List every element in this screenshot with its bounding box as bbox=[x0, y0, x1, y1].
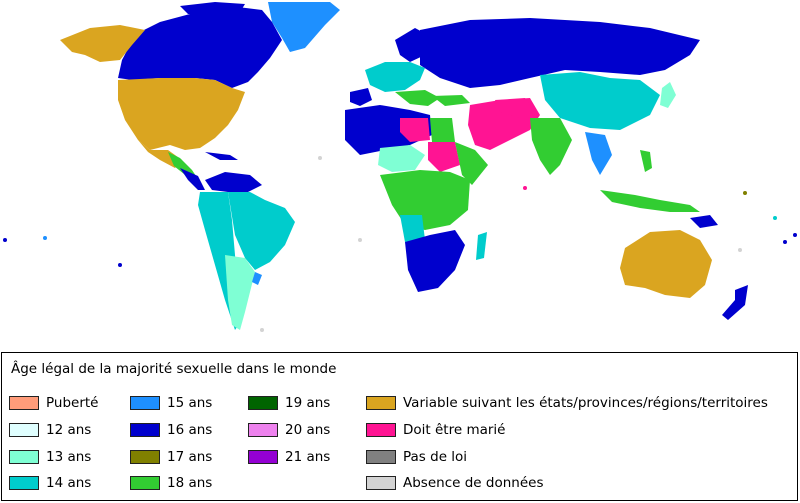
region-papua bbox=[690, 215, 718, 228]
region-madagascar bbox=[476, 232, 487, 260]
region-cuba bbox=[205, 152, 238, 160]
region-libya bbox=[400, 118, 430, 142]
legend-swatch bbox=[9, 423, 39, 437]
island-dot bbox=[793, 233, 797, 237]
region-sahel bbox=[378, 145, 425, 172]
island-dot bbox=[738, 248, 742, 252]
region-greenland bbox=[268, 2, 340, 52]
legend-label: 20 ans bbox=[285, 422, 331, 438]
region-egypt bbox=[430, 118, 455, 142]
legend-swatch bbox=[366, 450, 396, 464]
island-dot bbox=[523, 186, 527, 190]
legend-swatch bbox=[130, 450, 160, 464]
island-dot bbox=[358, 238, 362, 242]
legend-item: 12 ans bbox=[9, 422, 91, 438]
legend-item: 20 ans bbox=[248, 422, 330, 438]
legend-label: Variable suivant les états/provinces/rég… bbox=[403, 395, 768, 411]
region-indonesia bbox=[600, 190, 700, 212]
island-dot bbox=[773, 216, 777, 220]
region-southern-africa bbox=[405, 230, 465, 292]
legend: Âge légal de la majorité sexuelle dans l… bbox=[1, 352, 798, 501]
region-europe bbox=[365, 62, 425, 92]
legend-label: 19 ans bbox=[285, 395, 331, 411]
region-uruguay bbox=[252, 272, 262, 285]
legend-label: Doit être marié bbox=[403, 422, 506, 438]
legend-swatch bbox=[366, 476, 396, 490]
region-north-africa bbox=[345, 105, 432, 155]
region-argentina bbox=[225, 255, 255, 330]
region-alaska bbox=[60, 25, 145, 62]
legend-swatch bbox=[248, 396, 278, 410]
region-central-africa bbox=[380, 170, 470, 230]
legend-item: Puberté bbox=[9, 395, 98, 411]
legend-item: 19 ans bbox=[248, 395, 330, 411]
region-russia bbox=[420, 18, 700, 88]
legend-label: 15 ans bbox=[167, 395, 213, 411]
region-new-zealand bbox=[722, 285, 748, 320]
legend-item: 13 ans bbox=[9, 449, 91, 465]
legend-label: 14 ans bbox=[46, 475, 92, 491]
legend-swatch bbox=[366, 396, 396, 410]
region-canada-islands bbox=[180, 2, 245, 14]
legend-swatch bbox=[130, 476, 160, 490]
legend-label: 16 ans bbox=[167, 422, 213, 438]
legend-item: 15 ans bbox=[130, 395, 212, 411]
region-mexico bbox=[138, 140, 182, 168]
region-italy-balkans bbox=[395, 90, 440, 106]
region-southeast-asia bbox=[585, 132, 612, 175]
legend-swatch bbox=[130, 396, 160, 410]
legend-swatch bbox=[366, 423, 396, 437]
legend-label: 12 ans bbox=[46, 422, 92, 438]
region-scandinavia bbox=[395, 28, 428, 62]
legend-label: Absence de données bbox=[403, 475, 544, 491]
region-philippines bbox=[640, 150, 652, 172]
legend-swatch bbox=[130, 423, 160, 437]
region-japan bbox=[660, 82, 676, 108]
island-dot bbox=[118, 263, 122, 267]
region-central-america-b bbox=[180, 168, 205, 190]
legend-item: 16 ans bbox=[130, 422, 212, 438]
region-sudan bbox=[428, 142, 460, 172]
region-brazil bbox=[228, 192, 295, 270]
island-dot bbox=[43, 236, 47, 240]
legend-item: Doit être marié bbox=[366, 422, 505, 438]
region-south-america-north bbox=[205, 172, 262, 192]
region-iberia bbox=[350, 88, 372, 106]
legend-label: Puberté bbox=[46, 395, 99, 411]
legend-swatch bbox=[248, 450, 278, 464]
legend-swatch bbox=[248, 423, 278, 437]
legend-label: Pas de loi bbox=[403, 449, 468, 465]
legend-item: Variable suivant les états/provinces/rég… bbox=[366, 395, 768, 411]
legend-label: 17 ans bbox=[167, 449, 213, 465]
legend-label: 21 ans bbox=[285, 449, 331, 465]
region-central-asia bbox=[540, 72, 660, 130]
region-usa bbox=[118, 78, 245, 150]
legend-title: Âge légal de la majorité sexuelle dans l… bbox=[11, 361, 337, 377]
region-east-africa bbox=[455, 142, 488, 185]
legend-item: 18 ans bbox=[130, 475, 212, 491]
region-angola bbox=[400, 215, 425, 242]
legend-item: 17 ans bbox=[130, 449, 212, 465]
legend-swatch bbox=[9, 396, 39, 410]
region-turkey bbox=[432, 95, 470, 106]
legend-item: Absence de données bbox=[366, 475, 543, 491]
island-dot bbox=[260, 328, 264, 332]
island-dot bbox=[318, 156, 322, 160]
legend-item: 14 ans bbox=[9, 475, 91, 491]
island-dot bbox=[3, 238, 7, 242]
legend-item: 21 ans bbox=[248, 449, 330, 465]
island-dot bbox=[783, 240, 787, 244]
legend-swatch bbox=[9, 476, 39, 490]
region-iran bbox=[495, 98, 535, 118]
legend-label: 18 ans bbox=[167, 475, 213, 491]
world-map bbox=[3, 2, 797, 332]
legend-item: Pas de loi bbox=[366, 449, 467, 465]
region-india bbox=[530, 118, 572, 175]
legend-label: 13 ans bbox=[46, 449, 92, 465]
island-dot bbox=[743, 191, 747, 195]
region-canada bbox=[118, 6, 282, 88]
legend-swatch bbox=[9, 450, 39, 464]
region-australia bbox=[620, 230, 712, 298]
